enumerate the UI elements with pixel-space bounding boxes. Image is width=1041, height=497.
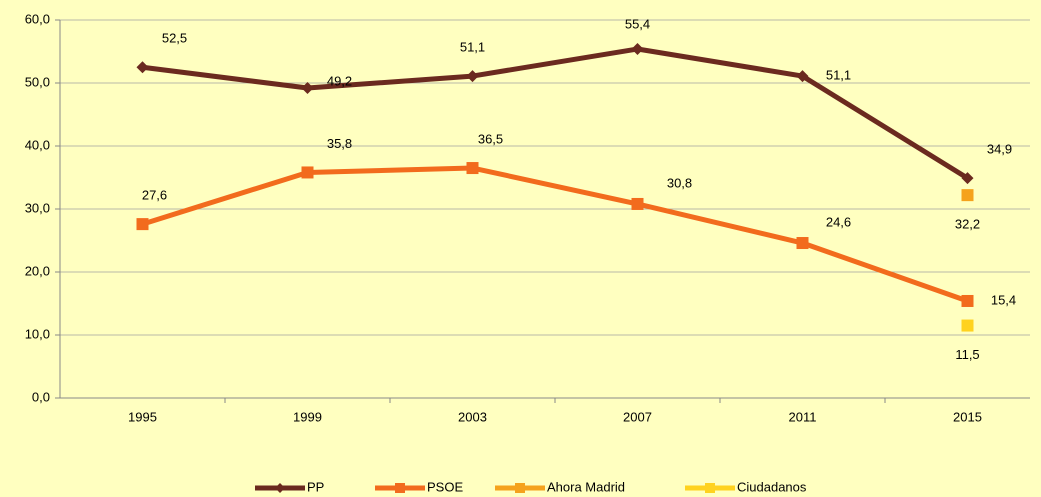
x-tick-label: 2015 xyxy=(953,409,982,424)
data-label: 51,1 xyxy=(826,68,851,83)
point xyxy=(961,294,974,307)
point xyxy=(796,70,809,83)
point xyxy=(466,162,479,175)
y-tick-label: 20,0 xyxy=(25,263,50,278)
y-tick-label: 50,0 xyxy=(25,74,50,89)
series-line xyxy=(141,165,969,304)
point xyxy=(466,70,479,83)
legend-label: Ahora Madrid xyxy=(547,479,625,494)
data-label: 27,6 xyxy=(142,188,167,203)
x-tick-label: 2003 xyxy=(458,409,487,424)
y-tick-label: 40,0 xyxy=(25,137,50,152)
point xyxy=(301,82,314,95)
x-tick-label: 1999 xyxy=(293,409,322,424)
data-label: 11,5 xyxy=(955,347,979,362)
point xyxy=(631,42,644,55)
point xyxy=(961,319,974,332)
point xyxy=(301,166,314,179)
data-label: 36,5 xyxy=(478,131,503,146)
y-tick-label: 60,0 xyxy=(25,11,50,26)
data-label: 55,4 xyxy=(625,16,650,31)
y-tick-label: 0,0 xyxy=(32,389,50,404)
data-label: 32,2 xyxy=(955,217,980,232)
data-label: 49,2 xyxy=(327,73,352,88)
point xyxy=(961,189,974,202)
data-label: 51,1 xyxy=(460,40,485,55)
data-label: 30,8 xyxy=(667,175,692,190)
data-label: 15,4 xyxy=(991,292,1016,307)
legend-marker xyxy=(395,483,405,493)
legend-label: PSOE xyxy=(427,479,463,494)
data-label: 52,5 xyxy=(162,31,187,46)
x-tick-label: 2007 xyxy=(623,409,652,424)
point xyxy=(136,218,149,231)
series-line xyxy=(142,46,969,181)
legend-marker xyxy=(705,483,715,493)
data-label: 24,6 xyxy=(826,214,851,229)
legend-label: Ciudadanos xyxy=(737,479,807,494)
legend-marker xyxy=(515,483,525,493)
legend-label: PP xyxy=(307,479,324,494)
data-label: 35,8 xyxy=(327,136,352,151)
y-tick-label: 30,0 xyxy=(25,200,50,215)
legend-marker xyxy=(275,483,285,493)
point xyxy=(961,172,974,185)
x-tick-label: 1995 xyxy=(128,409,157,424)
y-tick-label: 10,0 xyxy=(25,326,50,341)
point xyxy=(631,197,644,210)
point xyxy=(136,61,149,74)
point xyxy=(796,237,809,250)
data-label: 34,9 xyxy=(987,142,1012,157)
x-tick-label: 2011 xyxy=(789,409,817,424)
